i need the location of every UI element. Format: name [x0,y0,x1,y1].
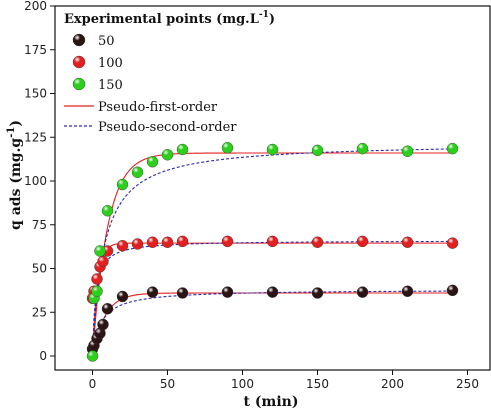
data-point [97,255,109,268]
y-tick-label: 150 [24,87,47,101]
data-point [161,149,174,161]
data-point [311,144,324,157]
legend-marker [72,55,86,69]
fit-curve [91,152,453,357]
y-axis-title: q ads (mg.g-1) [6,120,24,230]
fit-curve [91,292,453,357]
y-axis-title-main: q ads (mg.g [8,138,24,230]
data-point [97,318,109,331]
legend-title-main: Experimental points (mg.L [64,12,259,27]
data-point [176,287,189,299]
data-point [131,238,144,250]
data-point [221,286,234,298]
data-point [146,286,159,298]
y-tick-label: 175 [24,43,47,57]
data-point [146,236,159,248]
legend-marker [72,33,86,47]
plot-frame [54,5,491,371]
data-point [401,285,414,297]
data-point [94,245,106,257]
data-point [446,237,459,249]
legend-items: 50 100 150 Pseudo-first-order Pseudo-second-… [64,33,237,135]
x-tick-label: 100 [231,377,254,391]
data-point [221,142,234,154]
data-point [221,235,234,248]
axis-ticks: 0 50 100 150 200 250 0 25 50 75 100 125 150 175 200 [24,0,479,391]
data-point [161,236,174,248]
y-tick-label: 0 [39,349,47,363]
data-point [401,236,414,248]
data-point [116,290,129,303]
y-tick-label: 125 [24,130,47,144]
y-axis-title-sup: -1 [6,127,17,138]
fit-curve [91,242,453,357]
data-point [266,235,279,248]
data-point [116,240,129,252]
fit-curve [91,290,453,357]
data-point [101,205,114,217]
data-point [176,235,189,248]
data-point [116,178,129,191]
data-point [401,145,414,157]
data-points [86,142,459,362]
y-tick-label: 50 [32,262,47,276]
legend-label: 150 [98,78,123,93]
y-tick-label: 25 [32,305,47,319]
data-point [176,143,189,156]
legend-label: 100 [98,56,123,71]
fit-curves [91,148,453,357]
data-point [356,142,369,155]
data-point [101,303,114,315]
data-point [446,284,459,297]
y-tick-label: 100 [24,174,47,188]
data-point [91,273,103,285]
legend-label: Pseudo-second-order [98,120,237,135]
data-point [311,236,324,248]
x-axis-title: t (min) [244,394,299,410]
legend-label: 50 [98,34,115,49]
legend: Experimental points (mg.L-1) 50 100 150 Pse… [64,10,275,135]
legend-title-sup: -1 [259,10,269,20]
data-point [446,142,459,155]
data-point [356,235,369,248]
x-tick-label: 0 [89,377,97,391]
x-tick-label: 250 [456,377,479,391]
x-tick-label: 150 [306,377,329,391]
data-point [311,287,324,299]
data-point [131,166,144,178]
data-point [146,156,159,168]
data-point [86,350,99,362]
y-tick-label: 200 [24,0,47,13]
legend-title-close: ) [269,12,275,27]
data-point [266,286,279,298]
legend-label: Pseudo-first-order [98,100,218,115]
fit-curve [91,148,453,357]
y-axis-title-close: ) [8,120,24,127]
data-point [266,143,279,156]
data-point [91,285,103,297]
x-tick-label: 200 [381,377,404,391]
legend-marker [72,77,86,91]
data-point [356,286,369,298]
x-tick-label: 50 [160,377,175,391]
y-tick-label: 75 [32,218,47,232]
legend-title: Experimental points (mg.L-1) [64,10,275,27]
